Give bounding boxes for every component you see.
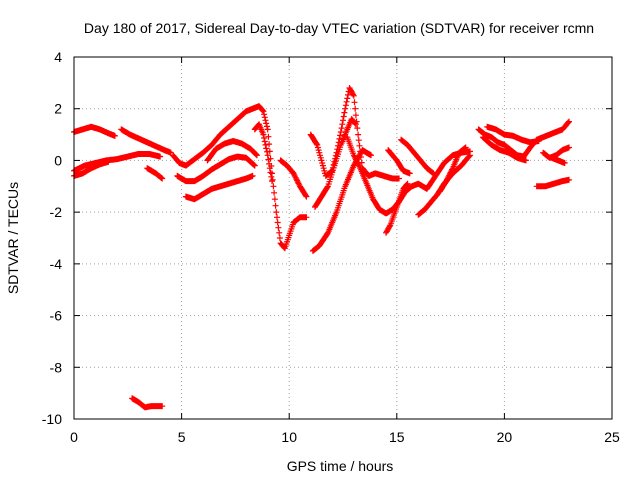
series-track-26: [548, 154, 568, 166]
marker-path: [548, 154, 568, 166]
series-track-5: [144, 165, 166, 182]
marker-path: [174, 153, 258, 185]
marker-path: [144, 165, 166, 182]
series-track-18: [385, 147, 413, 177]
marker-path: [436, 144, 469, 195]
x-axis-label: GPS time / hours: [287, 458, 394, 474]
x-tick-label: 10: [281, 429, 297, 445]
x-tick-label: 0: [70, 429, 78, 445]
marker-path: [118, 126, 174, 156]
series-track-6: [129, 395, 166, 411]
y-tick-label: 4: [54, 49, 62, 65]
marker-path: [479, 134, 529, 164]
marker-path: [385, 147, 413, 177]
marker-path: [182, 172, 256, 203]
y-tick-label: -6: [50, 308, 63, 324]
y-axis-label: SDTVAR / TECUs: [5, 182, 21, 294]
series-track-8: [182, 172, 256, 203]
x-tick-label: 25: [604, 429, 620, 445]
marker-path: [312, 116, 359, 210]
y-tick-label: -2: [50, 204, 63, 220]
series-track-2: [118, 126, 174, 156]
x-tick-label: 5: [178, 429, 186, 445]
marker-path: [383, 180, 411, 236]
series-track-10: [204, 138, 260, 164]
series-track-21: [436, 144, 469, 195]
x-tick-label: 20: [497, 429, 513, 445]
series-track-11: [251, 121, 275, 185]
y-tick-label: -4: [50, 256, 63, 272]
series-track-15: [312, 116, 359, 210]
marker-path: [277, 157, 310, 200]
plot-frame: [73, 56, 613, 420]
grid-lines: [74, 57, 612, 419]
marker-path: [170, 103, 310, 252]
series-track-27: [533, 176, 572, 190]
series-track-9: [174, 153, 258, 185]
y-tick-label: -10: [42, 411, 62, 427]
y-tick-label: 0: [54, 152, 62, 168]
marker-path: [484, 123, 542, 146]
series-track-1: [71, 123, 118, 139]
marker-path: [251, 121, 275, 185]
marker-path: [129, 395, 166, 411]
y-tick-label: -8: [50, 359, 63, 375]
series-track-23: [484, 123, 542, 146]
series-track-19: [398, 136, 437, 177]
series-track-12: [277, 157, 310, 200]
data-markers: [71, 85, 572, 411]
marker-path: [204, 138, 260, 164]
y-tick-label: 2: [54, 101, 62, 117]
x-tick-label: 15: [389, 429, 405, 445]
chart-title: Day 180 of 2017, Sidereal Day-to-day VTE…: [84, 20, 594, 36]
marker-path: [398, 136, 437, 177]
series-track-17: [383, 180, 411, 236]
marker-path: [533, 176, 572, 190]
series-track-7: [170, 103, 310, 252]
marker-path: [71, 123, 118, 139]
series-track-24: [479, 134, 529, 164]
